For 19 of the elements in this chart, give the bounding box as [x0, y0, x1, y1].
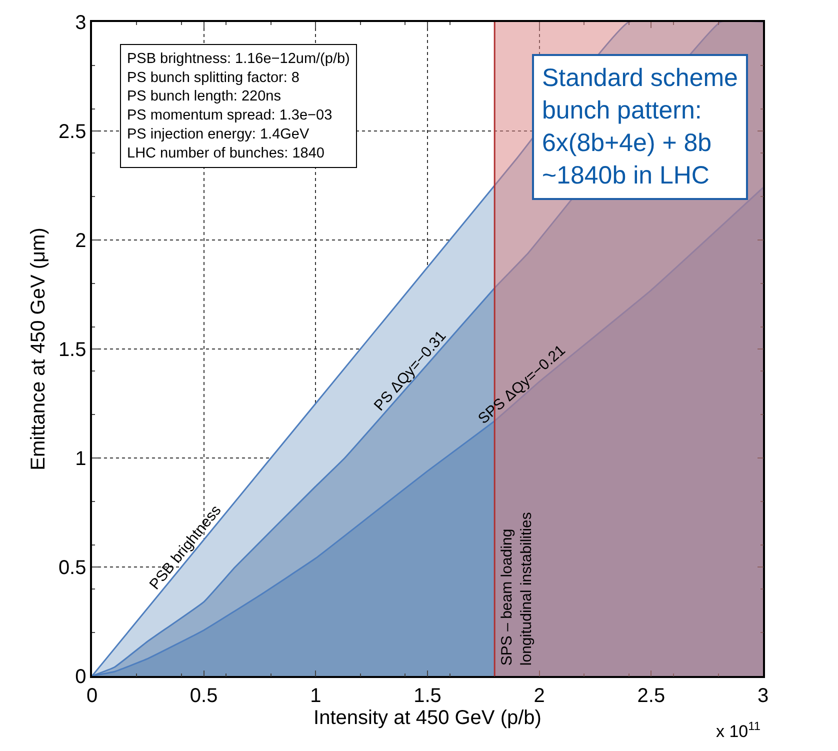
y-tick-label: 1	[75, 448, 86, 470]
y-tick-label: 0.5	[58, 557, 86, 579]
annotation: Standard scheme bunch pattern: 6x(8b+4e) + 8b ~1840b in LHC	[542, 64, 738, 190]
annotation: PSB brightness: 1.16e−12um/(p/b) PS bunch splitting factor: 8 PS bunch length: 220ns PS momentum spread: 1.3e−03 PS injection energy: 1.4GeV LHC number of bunches: 1840	[127, 51, 350, 162]
y-tick-label: 2	[75, 230, 86, 252]
x-tick-label: 0.5	[190, 684, 218, 707]
y-tick-label: 3	[75, 12, 86, 34]
x-tick-label: 1	[310, 684, 322, 707]
y-tick-label: 0	[75, 666, 86, 688]
y-tick-label: 1.5	[58, 339, 86, 361]
x-tick-label: 2	[534, 684, 545, 707]
x-tick-label: 3	[757, 684, 769, 707]
x-tick-label: 2.5	[637, 684, 666, 707]
x-tick-label: 1.5	[414, 684, 442, 707]
text: x 10$^{11}$	[716, 719, 761, 742]
x-axis-title: Intensity at 450 GeV (p/b)	[314, 706, 542, 729]
ref-line-label: SPS – beam loading longitudinal instabilities	[498, 512, 536, 666]
y-tick-label: 2.5	[58, 121, 86, 143]
y-axis-title: Emittance at 450 GeV (μm)	[27, 228, 50, 470]
